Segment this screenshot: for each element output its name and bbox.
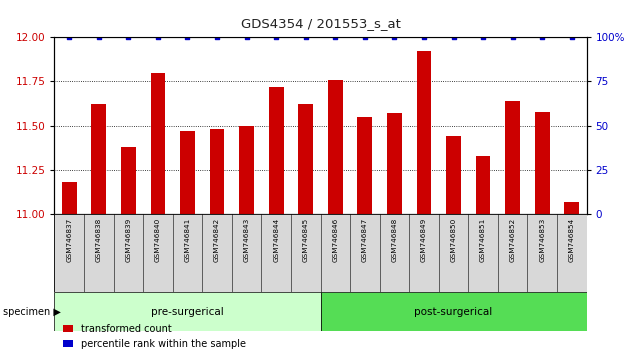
Point bbox=[508, 34, 518, 40]
Bar bbox=[564, 202, 579, 214]
Bar bbox=[298, 104, 313, 214]
Bar bbox=[328, 80, 343, 214]
Point bbox=[567, 34, 577, 40]
Bar bbox=[121, 147, 136, 214]
Bar bbox=[54, 292, 320, 331]
Text: GSM746839: GSM746839 bbox=[126, 218, 131, 262]
Point bbox=[94, 34, 104, 40]
Text: GSM746846: GSM746846 bbox=[332, 218, 338, 262]
Text: GSM746847: GSM746847 bbox=[362, 218, 368, 262]
Point bbox=[419, 34, 429, 40]
Text: GSM746843: GSM746843 bbox=[244, 218, 249, 262]
Point bbox=[242, 34, 252, 40]
Bar bbox=[269, 87, 283, 214]
Text: GSM746840: GSM746840 bbox=[155, 218, 161, 262]
Bar bbox=[387, 113, 402, 214]
Bar bbox=[210, 129, 224, 214]
Bar bbox=[62, 182, 77, 214]
Text: GSM746848: GSM746848 bbox=[392, 218, 397, 262]
Text: GSM746853: GSM746853 bbox=[539, 218, 545, 262]
Point bbox=[537, 34, 547, 40]
Text: GSM746845: GSM746845 bbox=[303, 218, 309, 262]
Bar bbox=[358, 117, 372, 214]
Bar bbox=[320, 292, 587, 331]
Point bbox=[330, 34, 340, 40]
Point bbox=[271, 34, 281, 40]
Bar bbox=[535, 112, 549, 214]
Point bbox=[448, 34, 458, 40]
Bar bbox=[417, 51, 431, 214]
Text: GSM746851: GSM746851 bbox=[480, 218, 486, 262]
Point bbox=[301, 34, 311, 40]
Text: GSM746849: GSM746849 bbox=[421, 218, 427, 262]
Text: specimen ▶: specimen ▶ bbox=[3, 307, 61, 316]
Text: GSM746850: GSM746850 bbox=[451, 218, 456, 262]
Text: GSM746837: GSM746837 bbox=[66, 218, 72, 262]
Text: post-surgerical: post-surgerical bbox=[414, 307, 493, 316]
Point bbox=[360, 34, 370, 40]
Text: GSM746852: GSM746852 bbox=[510, 218, 515, 262]
Text: GSM746842: GSM746842 bbox=[214, 218, 220, 262]
Legend: transformed count, percentile rank within the sample: transformed count, percentile rank withi… bbox=[60, 320, 249, 353]
Text: GSM746844: GSM746844 bbox=[273, 218, 279, 262]
Point bbox=[123, 34, 133, 40]
Text: GSM746854: GSM746854 bbox=[569, 218, 575, 262]
Bar bbox=[151, 73, 165, 214]
Bar bbox=[505, 101, 520, 214]
Bar bbox=[239, 126, 254, 214]
Point bbox=[183, 34, 193, 40]
Text: pre-surgerical: pre-surgerical bbox=[151, 307, 224, 316]
Bar bbox=[446, 136, 461, 214]
Point bbox=[153, 34, 163, 40]
Bar bbox=[476, 156, 490, 214]
Text: GSM746838: GSM746838 bbox=[96, 218, 102, 262]
Point bbox=[212, 34, 222, 40]
Point bbox=[389, 34, 399, 40]
Point bbox=[64, 34, 74, 40]
Text: GDS4354 / 201553_s_at: GDS4354 / 201553_s_at bbox=[240, 17, 401, 30]
Point bbox=[478, 34, 488, 40]
Text: GSM746841: GSM746841 bbox=[185, 218, 190, 262]
Bar bbox=[92, 104, 106, 214]
Bar bbox=[180, 131, 195, 214]
